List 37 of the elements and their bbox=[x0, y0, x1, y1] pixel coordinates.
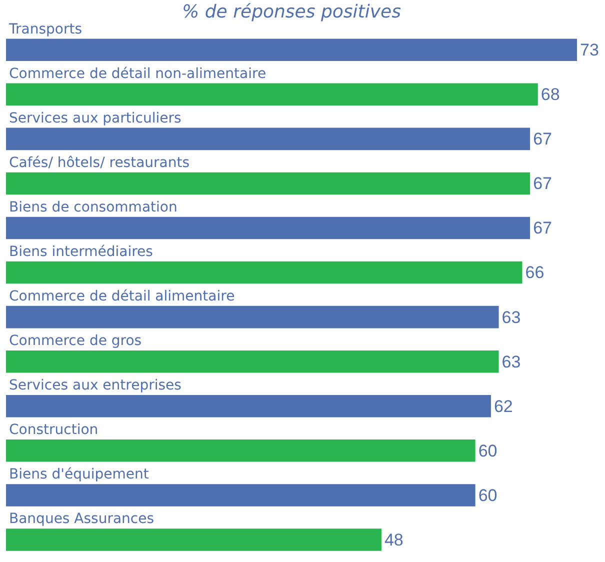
data-label: 60 bbox=[478, 486, 498, 505]
y-tick-label: Biens de consommation bbox=[9, 200, 178, 216]
bar bbox=[6, 440, 476, 462]
y-tick-label: Commerce de gros bbox=[9, 333, 142, 350]
y-tick-label: Services aux entreprises bbox=[9, 378, 182, 394]
bar bbox=[6, 216, 530, 240]
y-tick-label: Construction bbox=[9, 422, 98, 438]
data-label: 67 bbox=[533, 218, 552, 238]
bar bbox=[6, 350, 499, 373]
y-tick-label: Cafés/ hôtels/ restaurants bbox=[9, 154, 190, 171]
y-tick-label: Banques Assurances bbox=[9, 511, 154, 528]
bar bbox=[6, 306, 499, 328]
data-label: 62 bbox=[494, 396, 513, 416]
data-label: 66 bbox=[525, 263, 544, 282]
data-label: 73 bbox=[580, 40, 599, 60]
chart-title: % de réponses positives bbox=[182, 1, 401, 22]
y-tick-label: Biens intermédiaires bbox=[9, 244, 153, 260]
y-tick-label: Commerce de détail non-alimentaire bbox=[9, 66, 266, 82]
bar bbox=[6, 528, 382, 551]
y-tick-label: Transports bbox=[8, 21, 82, 38]
bar bbox=[6, 395, 491, 418]
data-label: 67 bbox=[533, 130, 552, 149]
y-tick-label: Biens d'équipement bbox=[9, 466, 150, 483]
y-tick-label: Services aux particuliers bbox=[9, 110, 182, 126]
data-label: 48 bbox=[384, 530, 404, 550]
bar bbox=[6, 261, 522, 284]
data-label: 63 bbox=[502, 352, 521, 372]
data-label: 60 bbox=[478, 441, 498, 460]
bar bbox=[6, 38, 577, 61]
data-label: 63 bbox=[502, 308, 521, 327]
data-label: 67 bbox=[533, 174, 552, 194]
bar bbox=[6, 83, 538, 106]
bar bbox=[6, 172, 530, 195]
y-tick-label: Commerce de détail alimentaire bbox=[9, 288, 235, 305]
data-label: 68 bbox=[540, 85, 560, 104]
bar bbox=[6, 128, 530, 150]
bar bbox=[6, 484, 476, 506]
